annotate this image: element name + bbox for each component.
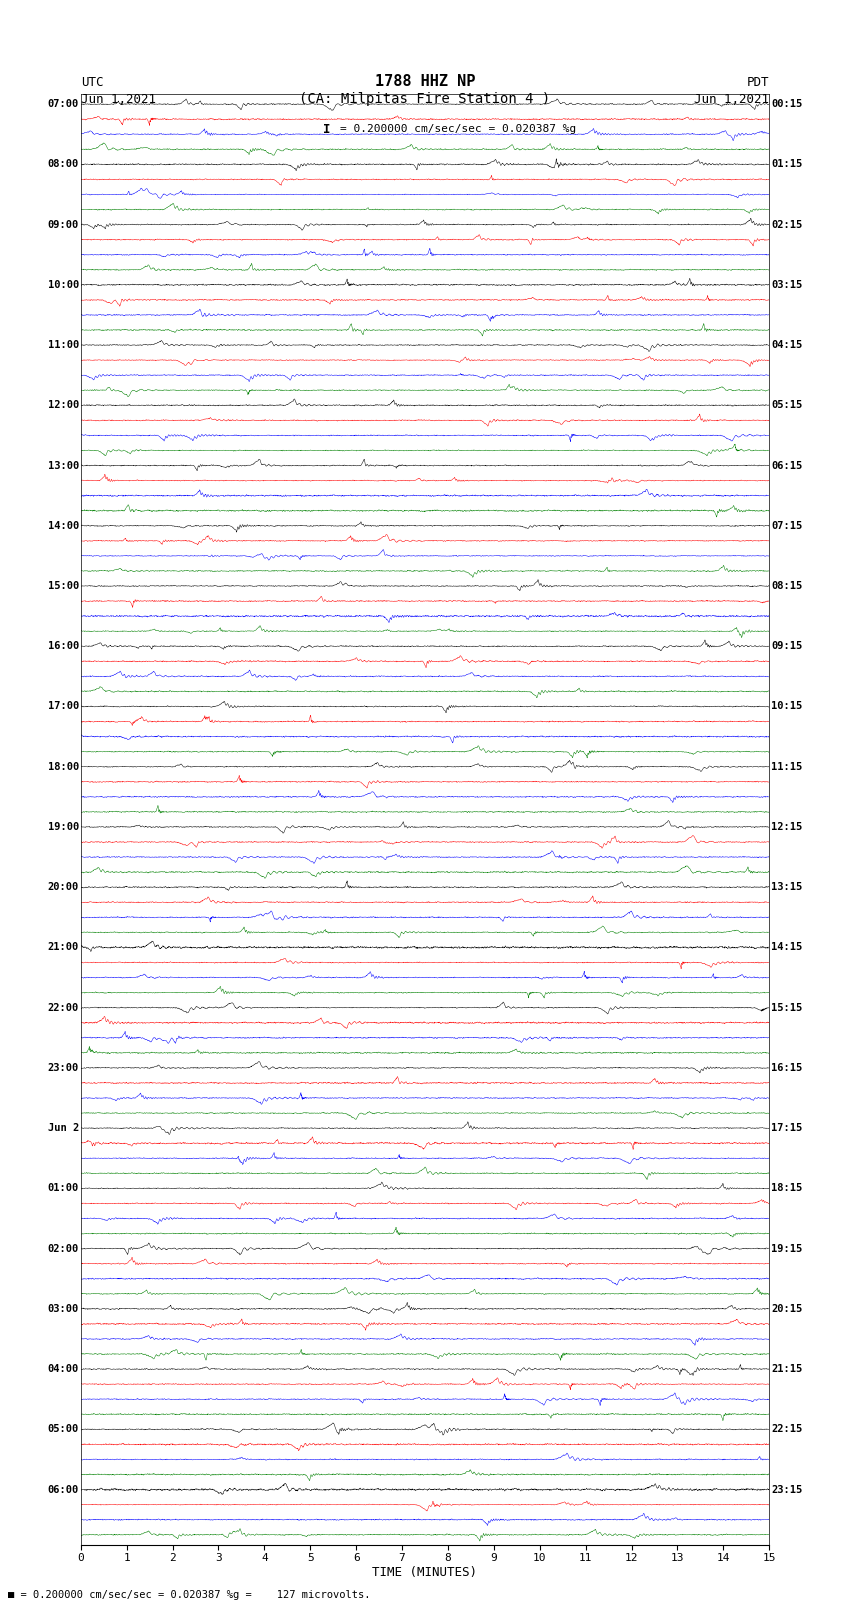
Text: 15:15: 15:15	[771, 1003, 802, 1013]
Text: 16:15: 16:15	[771, 1063, 802, 1073]
Text: 12:15: 12:15	[771, 823, 802, 832]
X-axis label: TIME (MINUTES): TIME (MINUTES)	[372, 1566, 478, 1579]
Text: = 0.200000 cm/sec/sec = 0.020387 %g: = 0.200000 cm/sec/sec = 0.020387 %g	[340, 124, 576, 134]
Text: 21:00: 21:00	[48, 942, 79, 952]
Text: 19:00: 19:00	[48, 823, 79, 832]
Text: ■ = 0.200000 cm/sec/sec = 0.020387 %g =    127 microvolts.: ■ = 0.200000 cm/sec/sec = 0.020387 %g = …	[8, 1590, 371, 1600]
Text: 06:15: 06:15	[771, 461, 802, 471]
Text: 19:15: 19:15	[771, 1244, 802, 1253]
Text: (CA: Milpitas Fire Station 4 ): (CA: Milpitas Fire Station 4 )	[299, 92, 551, 106]
Text: 01:15: 01:15	[771, 160, 802, 169]
Text: 14:00: 14:00	[48, 521, 79, 531]
Text: 09:15: 09:15	[771, 642, 802, 652]
Text: 15:00: 15:00	[48, 581, 79, 590]
Text: 09:00: 09:00	[48, 219, 79, 229]
Text: 07:15: 07:15	[771, 521, 802, 531]
Text: 06:00: 06:00	[48, 1484, 79, 1495]
Text: 22:15: 22:15	[771, 1424, 802, 1434]
Text: 17:00: 17:00	[48, 702, 79, 711]
Text: 08:00: 08:00	[48, 160, 79, 169]
Text: 22:00: 22:00	[48, 1003, 79, 1013]
Text: 00:15: 00:15	[771, 98, 802, 110]
Text: 04:00: 04:00	[48, 1365, 79, 1374]
Text: 21:15: 21:15	[771, 1365, 802, 1374]
Text: 10:00: 10:00	[48, 279, 79, 290]
Text: Jun 1,2021: Jun 1,2021	[694, 94, 769, 106]
Text: 07:00: 07:00	[48, 98, 79, 110]
Text: 04:15: 04:15	[771, 340, 802, 350]
Text: I: I	[324, 123, 331, 135]
Text: 13:00: 13:00	[48, 461, 79, 471]
Text: 02:00: 02:00	[48, 1244, 79, 1253]
Text: 18:15: 18:15	[771, 1184, 802, 1194]
Text: 11:00: 11:00	[48, 340, 79, 350]
Text: 17:15: 17:15	[771, 1123, 802, 1132]
Text: 08:15: 08:15	[771, 581, 802, 590]
Text: 11:15: 11:15	[771, 761, 802, 771]
Text: 14:15: 14:15	[771, 942, 802, 952]
Text: Jun 2: Jun 2	[48, 1123, 79, 1132]
Text: 23:00: 23:00	[48, 1063, 79, 1073]
Text: 18:00: 18:00	[48, 761, 79, 771]
Text: 05:15: 05:15	[771, 400, 802, 410]
Text: 03:00: 03:00	[48, 1303, 79, 1315]
Text: 12:00: 12:00	[48, 400, 79, 410]
Text: 1788 HHZ NP: 1788 HHZ NP	[375, 74, 475, 89]
Text: 03:15: 03:15	[771, 279, 802, 290]
Text: 20:00: 20:00	[48, 882, 79, 892]
Text: 16:00: 16:00	[48, 642, 79, 652]
Text: 10:15: 10:15	[771, 702, 802, 711]
Text: UTC: UTC	[81, 76, 103, 89]
Text: 13:15: 13:15	[771, 882, 802, 892]
Text: Jun 1,2021: Jun 1,2021	[81, 94, 156, 106]
Text: 05:00: 05:00	[48, 1424, 79, 1434]
Text: 23:15: 23:15	[771, 1484, 802, 1495]
Text: 01:00: 01:00	[48, 1184, 79, 1194]
Text: PDT: PDT	[747, 76, 769, 89]
Text: 20:15: 20:15	[771, 1303, 802, 1315]
Text: 02:15: 02:15	[771, 219, 802, 229]
